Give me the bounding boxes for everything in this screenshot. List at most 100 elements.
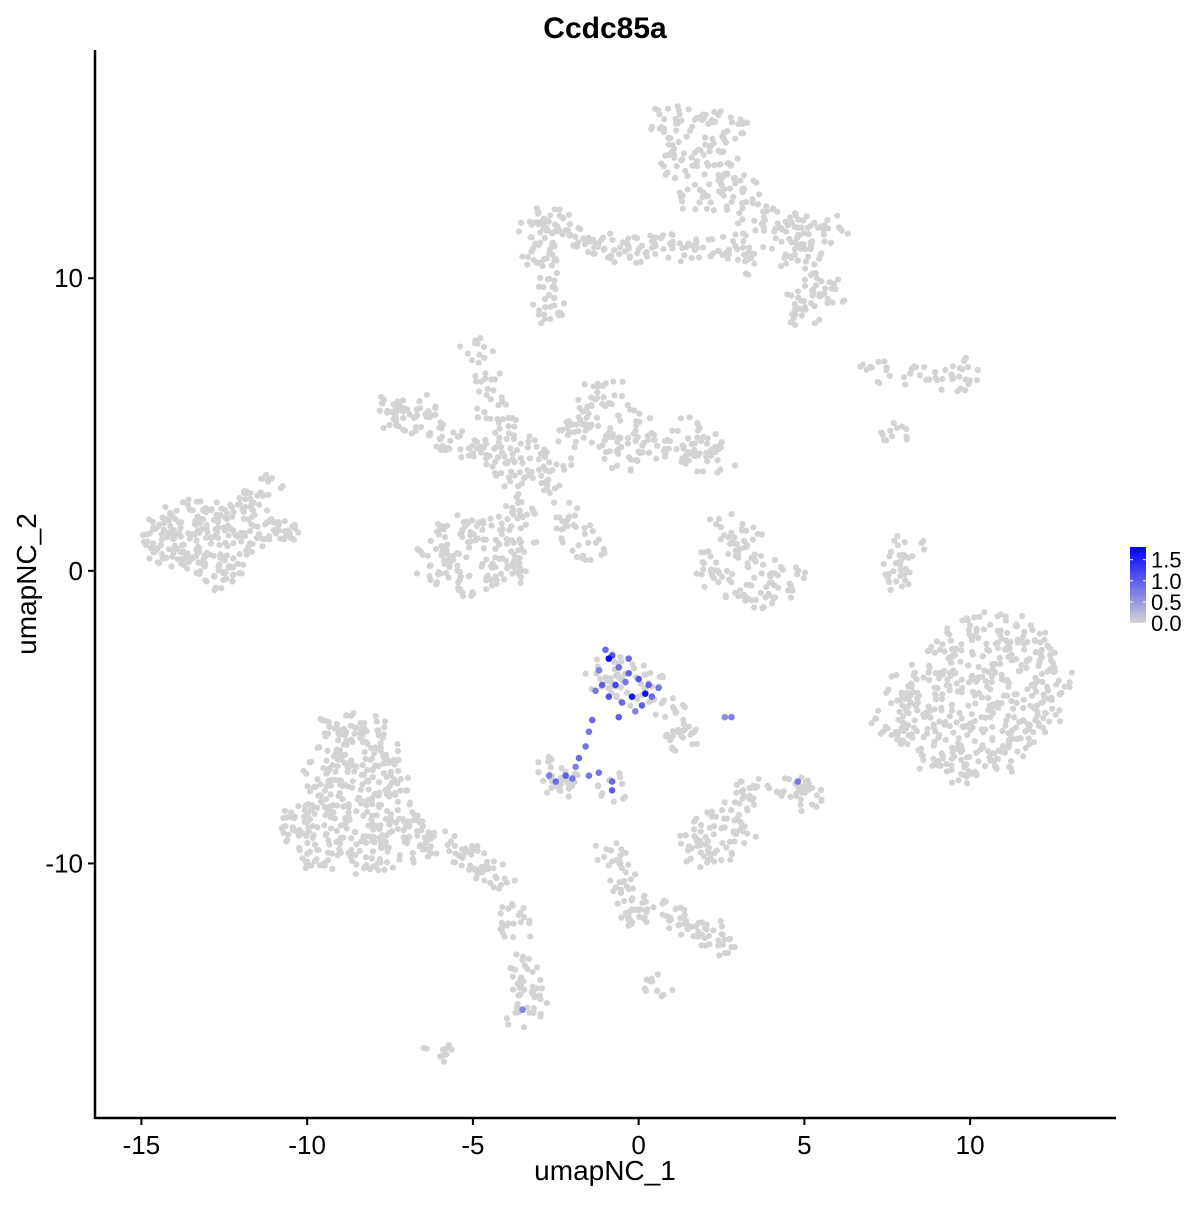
cell-point [386,783,393,790]
cell-point [365,796,372,803]
cell-point [193,537,200,544]
cell-point [256,501,263,508]
cell-point [369,848,376,855]
cell-point [575,396,582,403]
cell-point [643,976,650,983]
cell-point [479,526,486,533]
cell-point [146,555,153,562]
cell-point [787,587,794,594]
cell-point [191,531,198,538]
cell-point [908,731,915,738]
cell-point [511,423,518,430]
cell-point [698,571,705,578]
cell-point [528,468,535,476]
cell-point [740,238,747,245]
expressing-cell-point [648,693,656,700]
cell-point [996,654,1003,662]
cell-point [524,253,532,261]
cell-point [499,904,506,911]
cell-point [503,557,510,564]
cell-point [483,461,490,468]
cell-point [625,861,632,868]
cell-point [788,239,795,246]
cell-point [923,730,931,737]
cell-point [386,820,393,828]
cell-point [936,646,944,654]
cell-point [717,536,724,543]
cell-point [613,448,620,455]
cell-point [495,402,502,409]
cell-point [348,835,355,842]
cell-point [497,910,504,917]
cell-point [177,520,184,527]
cell-point [375,732,382,739]
cell-point [816,255,823,262]
cell-point [419,551,426,558]
cell-point [627,406,634,413]
cell-point [677,732,685,739]
cell-point [684,186,691,193]
cell-point [795,216,802,223]
cell-point [802,265,809,272]
cell-point [651,436,658,444]
expressing-cell-point [608,778,616,785]
cell-point [459,534,466,541]
cell-point [705,236,712,243]
cell-point [1047,645,1054,652]
cell-point [300,767,307,775]
cell-point [166,517,173,524]
cell-point [520,1024,528,1031]
cell-point [994,699,1001,706]
cell-point [276,527,283,534]
cell-point [538,320,545,327]
cell-point [607,230,614,237]
cell-point [998,635,1005,642]
cell-point [953,719,960,726]
cell-point [1042,709,1049,716]
cell-point [229,578,236,585]
cell-point [785,776,793,783]
cell-point [958,756,965,763]
cell-point [454,584,462,592]
legend-tick-label: 0.5 [1151,590,1182,615]
cell-point [951,753,958,760]
expressing-cell-point [569,775,576,782]
cell-point [754,530,761,538]
cell-point [699,559,706,566]
cell-point [330,753,338,760]
cell-point [535,456,542,463]
cell-point [301,813,308,820]
cell-point [628,897,635,904]
cell-point [565,793,572,800]
cell-point [921,714,928,721]
cell-point [971,614,978,621]
cell-point [442,828,449,835]
cell-point [936,669,943,676]
cell-point [1056,718,1064,725]
cell-point [1005,683,1012,690]
cell-point [1002,722,1009,729]
cell-point [997,627,1004,634]
cell-point [893,559,901,566]
cell-point [1036,630,1043,637]
cell-point [515,992,523,999]
cell-point [144,538,151,545]
cell-point [652,250,659,258]
cell-point [458,862,465,869]
cell-point [304,839,311,847]
cell-point [640,893,647,901]
cell-point [1039,678,1046,686]
cell-point [580,434,587,441]
cell-point [362,755,369,763]
cell-point [835,224,843,231]
cell-point [727,806,735,814]
cell-point [160,526,168,533]
cell-point [985,694,992,702]
cell-point [938,704,945,712]
cell-point [414,832,421,839]
cell-point [465,445,473,452]
cell-point [695,254,703,261]
cell-point [547,212,554,219]
cell-point [174,556,181,563]
cell-point [1010,705,1017,712]
